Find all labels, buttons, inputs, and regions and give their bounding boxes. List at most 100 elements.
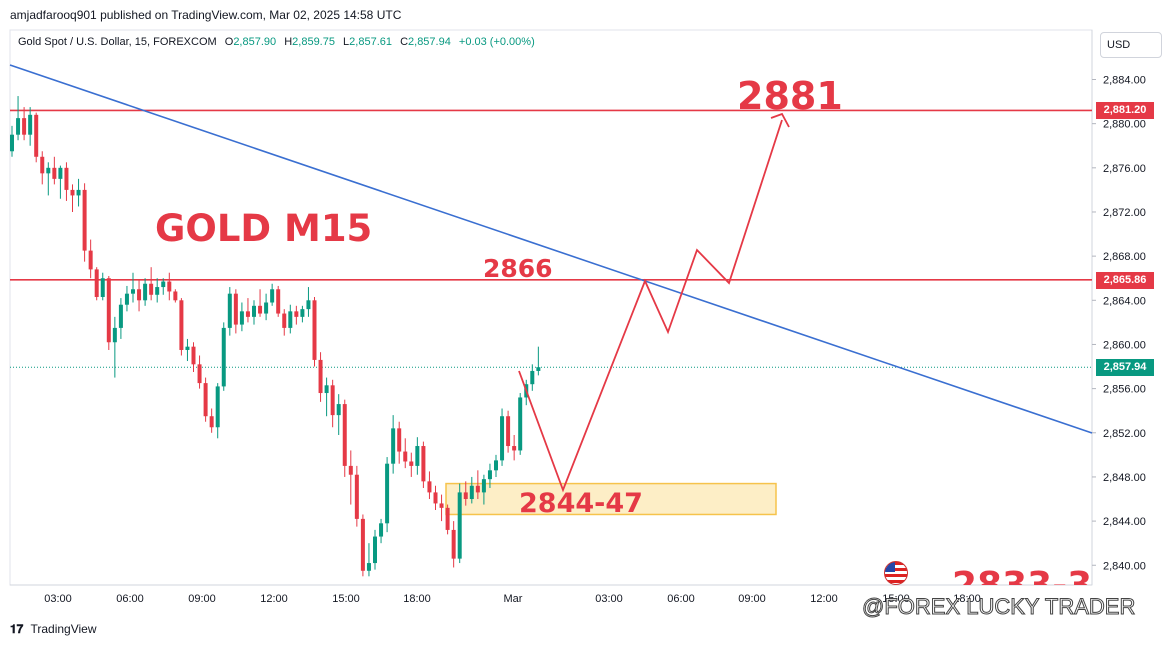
candle-body bbox=[300, 309, 305, 317]
candle-body bbox=[427, 481, 432, 493]
candle-body bbox=[233, 293, 238, 325]
candle-body bbox=[76, 189, 81, 196]
candle-body bbox=[354, 474, 359, 519]
candle-body bbox=[10, 134, 14, 152]
candle-body bbox=[70, 189, 75, 196]
candle-body bbox=[403, 451, 408, 462]
x-tick-label: 18:00 bbox=[953, 593, 981, 605]
candle-body bbox=[324, 385, 329, 394]
candle-body bbox=[270, 289, 275, 303]
candle-body bbox=[112, 327, 117, 343]
change-value: +0.03 (+0.00%) bbox=[458, 36, 535, 48]
current-price-tag: 2,857.94 bbox=[1096, 359, 1154, 377]
x-tick-label: 03:00 bbox=[44, 593, 72, 605]
candle-body bbox=[82, 189, 87, 251]
candle-body bbox=[506, 416, 511, 447]
currency-selector[interactable]: USD bbox=[1100, 32, 1162, 58]
candle-body bbox=[373, 536, 377, 564]
tradingview-logo-icon: 𝟏𝟕 bbox=[10, 622, 24, 636]
candle-body bbox=[487, 470, 492, 480]
open-label: O bbox=[224, 36, 234, 48]
candle-body bbox=[276, 289, 281, 314]
close-label: C bbox=[400, 36, 409, 48]
candle-body bbox=[28, 114, 33, 135]
y-tick-label: 2,876.00 bbox=[1103, 163, 1146, 175]
candle-body bbox=[100, 278, 105, 297]
mid-level-price-tag: 2,865.86 bbox=[1096, 271, 1154, 289]
candle-body bbox=[481, 479, 486, 493]
close-value: 2,857.94 bbox=[408, 36, 451, 48]
us-flag-icon bbox=[884, 561, 908, 585]
candle-body bbox=[536, 367, 541, 371]
candle-body bbox=[469, 485, 474, 500]
candle-body bbox=[58, 167, 63, 179]
x-tick-label: 06:00 bbox=[667, 593, 695, 605]
y-tick-label: 2,848.00 bbox=[1103, 472, 1146, 484]
candle-body bbox=[258, 305, 263, 314]
candle-body bbox=[342, 404, 347, 466]
candle-body bbox=[294, 311, 299, 317]
candle-body bbox=[185, 346, 190, 350]
descending-trend-line bbox=[9, 64, 1093, 434]
x-tick-label: 18:00 bbox=[403, 593, 431, 605]
candle-body bbox=[366, 563, 371, 571]
candle-body bbox=[143, 283, 148, 301]
candle-body bbox=[397, 428, 402, 452]
candle-body bbox=[518, 397, 523, 451]
candle-body bbox=[209, 416, 214, 428]
candle-body bbox=[179, 300, 184, 350]
candle-body bbox=[124, 293, 129, 305]
x-tick-label: 03:00 bbox=[595, 593, 623, 605]
candle-body bbox=[264, 302, 269, 314]
candle-body bbox=[391, 428, 396, 464]
high-label: H bbox=[284, 36, 293, 48]
candle-body bbox=[463, 492, 468, 500]
y-tick-label: 2,860.00 bbox=[1103, 339, 1146, 351]
candle-body bbox=[191, 346, 196, 365]
candle-body bbox=[173, 291, 178, 301]
candle-body bbox=[415, 446, 420, 466]
candle-body bbox=[475, 485, 480, 493]
candle-body bbox=[494, 460, 498, 471]
low-value: 2,857.61 bbox=[349, 36, 392, 48]
candle-body bbox=[451, 529, 456, 559]
candle-body bbox=[149, 283, 154, 295]
candle-body bbox=[330, 385, 335, 416]
candle-body bbox=[161, 281, 166, 288]
zone-annotation: 2844-47 bbox=[519, 488, 643, 519]
y-tick-label: 2,856.00 bbox=[1103, 384, 1146, 396]
candle-body bbox=[500, 416, 505, 461]
y-tick-label: 2,872.00 bbox=[1103, 207, 1146, 219]
symbol-name: Gold Spot / U.S. Dollar, 15, FOREXCOM bbox=[18, 36, 217, 48]
y-tick-label: 2,852.00 bbox=[1103, 428, 1146, 440]
y-tick-label: 2,844.00 bbox=[1103, 516, 1146, 528]
projection-arrowhead bbox=[770, 112, 790, 128]
candle-body bbox=[52, 167, 57, 179]
publisher-caption: amjadfarooq901 published on TradingView.… bbox=[10, 8, 402, 22]
candle-body bbox=[445, 507, 450, 530]
x-tick-label: 15:00 bbox=[882, 593, 910, 605]
y-tick-label: 2,868.00 bbox=[1103, 251, 1146, 263]
resistance-price-tag: 2,881.20 bbox=[1096, 102, 1154, 120]
candle-body bbox=[34, 114, 39, 157]
candle-body bbox=[155, 287, 160, 295]
candle-body bbox=[221, 327, 226, 387]
candle-body bbox=[227, 293, 232, 328]
candle-body bbox=[348, 465, 353, 475]
candle-body bbox=[282, 313, 287, 328]
candle-body bbox=[197, 364, 202, 384]
support-zone bbox=[445, 482, 777, 516]
candle-body bbox=[16, 118, 21, 135]
candle-body bbox=[530, 370, 535, 385]
title-annotation: GOLD M15 bbox=[155, 207, 372, 250]
y-tick-label: 2,880.00 bbox=[1103, 119, 1146, 131]
x-tick-label: 06:00 bbox=[116, 593, 144, 605]
candle-body bbox=[409, 461, 414, 466]
candle-body bbox=[137, 289, 142, 301]
candle-body bbox=[88, 250, 93, 270]
candle-body bbox=[46, 167, 51, 174]
x-tick-label: 09:00 bbox=[188, 593, 216, 605]
candle-body bbox=[203, 383, 208, 417]
y-tick-label: 2,840.00 bbox=[1103, 560, 1146, 572]
